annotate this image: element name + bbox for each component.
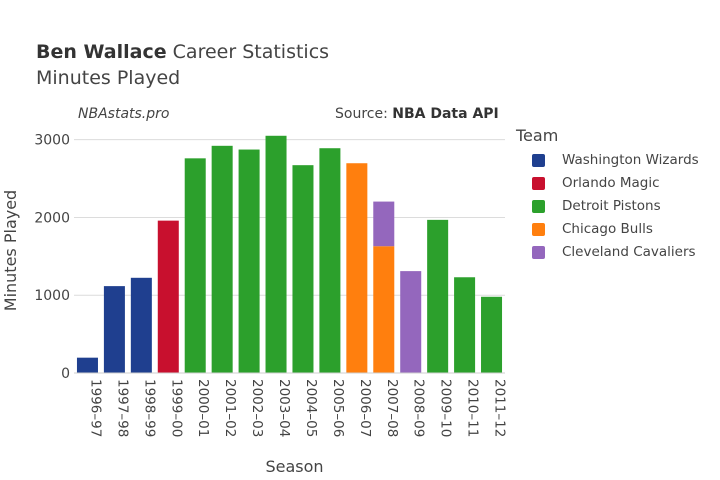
x-tick-label: 1996–97 — [87, 379, 103, 437]
bar[interactable] — [265, 135, 287, 373]
bar[interactable] — [400, 271, 422, 373]
legend-swatch — [532, 199, 545, 213]
chart-subtitle: Minutes Played — [36, 67, 181, 89]
bar[interactable] — [76, 357, 98, 373]
x-tick-label: 2000–01 — [195, 379, 211, 437]
x-axis-title: Season — [265, 457, 323, 476]
legend-item[interactable]: Orlando Magic — [532, 173, 660, 193]
legend-label: Orlando Magic — [562, 175, 660, 191]
legend-title: Team — [516, 126, 559, 145]
x-tick-label: 2003–04 — [276, 379, 292, 437]
y-tick-label: 0 — [61, 366, 70, 382]
bar[interactable] — [103, 286, 125, 373]
source-prefix: Source: — [335, 106, 393, 122]
x-tick-label: 2002–03 — [249, 379, 265, 437]
legend-label: Detroit Pistons — [562, 198, 661, 214]
legend-item[interactable]: Chicago Bulls — [532, 219, 653, 239]
player-name: Ben Wallace — [36, 41, 167, 63]
legend-label: Chicago Bulls — [562, 221, 653, 237]
legend-item[interactable]: Washington Wizards — [532, 150, 699, 170]
y-tick-label: 3000 — [34, 133, 70, 149]
chart-title: Ben Wallace Career Statistics — [36, 41, 329, 63]
bar[interactable] — [346, 163, 368, 373]
bar[interactable] — [427, 219, 449, 373]
bar[interactable] — [211, 145, 233, 373]
legend-label: Cleveland Cavaliers — [562, 244, 696, 260]
legend-swatch — [532, 153, 545, 167]
x-tick-label: 2008–09 — [411, 379, 427, 437]
bar[interactable] — [373, 246, 395, 373]
x-tick-label: 2001–02 — [222, 379, 238, 437]
x-tick-label: 2009–10 — [438, 379, 454, 437]
legend-label: Washington Wizards — [562, 152, 699, 168]
bar[interactable] — [130, 277, 152, 373]
x-tick-label: 1999–00 — [168, 379, 184, 437]
x-tick-label: 1997–98 — [114, 379, 130, 437]
x-tick-label: 2007–08 — [384, 379, 400, 437]
x-tick-label: 1998–99 — [141, 379, 157, 437]
source-note: Source: NBA Data API — [335, 106, 499, 122]
bar[interactable] — [481, 296, 503, 373]
bar[interactable] — [238, 149, 260, 373]
x-tick-label: 2006–07 — [357, 379, 373, 437]
y-tick-label: 2000 — [34, 210, 70, 226]
legend-swatch — [532, 222, 545, 236]
bar[interactable] — [319, 148, 341, 373]
bar[interactable] — [454, 277, 476, 373]
x-tick-label: 2011–12 — [492, 379, 508, 437]
legend-swatch — [532, 245, 545, 259]
legend-swatch — [532, 176, 545, 190]
y-axis-title: Minutes Played — [1, 190, 20, 311]
bar[interactable] — [157, 220, 179, 373]
y-tick-label: 1000 — [34, 288, 70, 304]
x-tick-label: 2004–05 — [303, 379, 319, 437]
legend-item[interactable]: Cleveland Cavaliers — [532, 242, 696, 262]
bar[interactable] — [373, 201, 395, 247]
bar[interactable] — [184, 158, 206, 373]
bar[interactable] — [292, 165, 314, 373]
watermark: NBAstats.pro — [78, 106, 170, 122]
x-tick-label: 2010–11 — [465, 379, 481, 437]
x-tick-label: 2005–06 — [330, 379, 346, 437]
legend-item[interactable]: Detroit Pistons — [532, 196, 661, 216]
title-rest: Career Statistics — [172, 41, 330, 63]
source-name: NBA Data API — [392, 106, 499, 122]
